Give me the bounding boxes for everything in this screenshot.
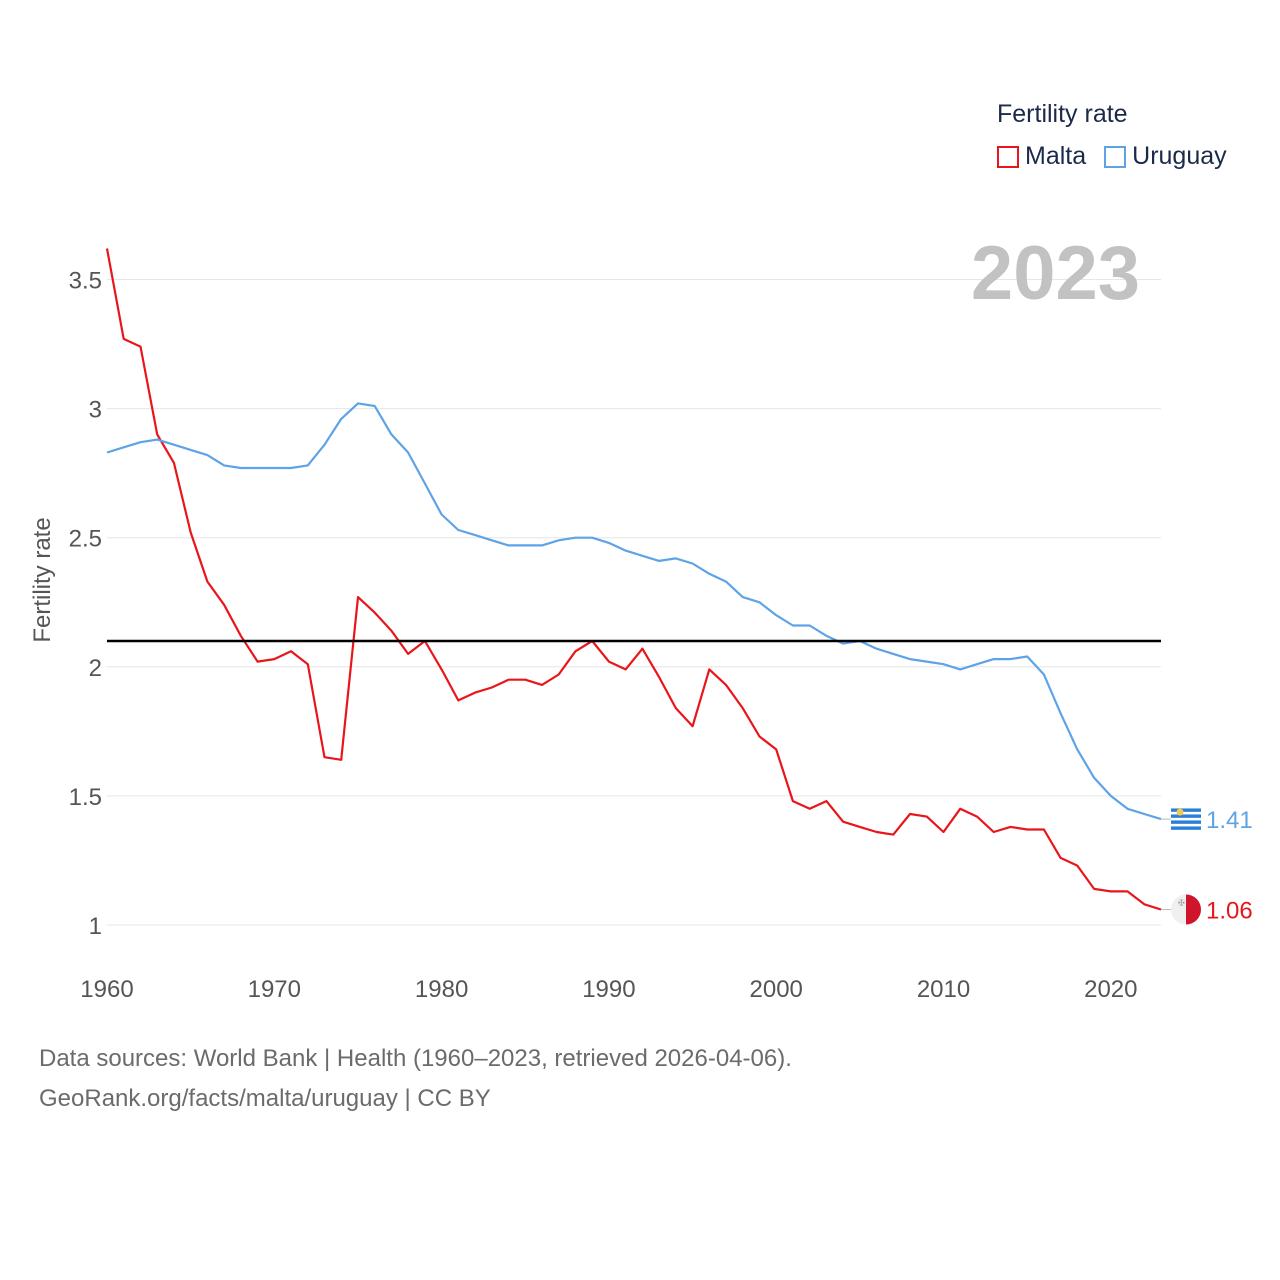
y-tick-label: 1 xyxy=(89,913,102,940)
year-watermark: 2023 xyxy=(971,231,1140,316)
flag-stripe xyxy=(1171,820,1201,824)
series-lines xyxy=(105,248,1162,911)
x-tick-label: 2010 xyxy=(917,976,970,1003)
x-tick-label: 2000 xyxy=(750,976,803,1003)
y-tick-label: 1.5 xyxy=(69,784,102,811)
flag-stripe xyxy=(1171,826,1201,830)
x-tick-label: 1970 xyxy=(248,976,301,1003)
malta-flag-icon: ✠ 1.06 xyxy=(1161,894,1253,925)
source-url-text[interactable]: GeoRank.org/facts/malta/uruguay | CC BY xyxy=(39,1085,491,1112)
legend: Malta Uruguay xyxy=(997,142,1245,171)
series-line-uruguay xyxy=(106,402,1162,821)
data-source-text: Data sources: World Bank | Health (1960–… xyxy=(39,1045,792,1072)
legend-title: Fertility rate xyxy=(997,100,1128,128)
flag-stripe xyxy=(1171,808,1201,812)
y-axis-ticks: 1 1.5 2 2.5 3 3.5 xyxy=(69,268,102,941)
legend-swatch-malta xyxy=(997,145,1019,168)
x-tick-label: 1980 xyxy=(415,976,468,1003)
y-tick-label: 3 xyxy=(89,397,102,424)
end-value-label: 1.41 xyxy=(1206,807,1253,834)
grid-lines xyxy=(107,279,1161,926)
x-tick-label: 2020 xyxy=(1084,976,1137,1003)
legend-label-uruguay: Uruguay xyxy=(1132,142,1227,170)
x-tick-label: 1990 xyxy=(582,976,635,1003)
end-value-label: 1.06 xyxy=(1206,898,1253,925)
flag-stripe xyxy=(1171,814,1201,818)
y-tick-label: 3.5 xyxy=(69,268,102,295)
flag-red-half xyxy=(1186,894,1202,925)
legend-item-uruguay[interactable]: Uruguay xyxy=(1104,142,1227,171)
series-line-malta xyxy=(105,248,1162,911)
legend-swatch-uruguay xyxy=(1104,145,1127,168)
y-tick-label: 2 xyxy=(89,655,102,682)
x-tick-label: 1960 xyxy=(80,976,133,1003)
uruguay-flag-icon: 1.41 xyxy=(1161,804,1253,835)
x-axis-ticks: 1960 1970 1980 1990 2000 2010 2020 xyxy=(80,976,1137,1003)
flag-sun xyxy=(1176,808,1184,816)
y-axis-label: Fertility rate xyxy=(29,517,56,642)
y-tick-label: 2.5 xyxy=(69,526,102,553)
legend-item-malta[interactable]: Malta xyxy=(997,142,1086,171)
flag-cross: ✠ xyxy=(1178,899,1185,908)
legend-label-malta: Malta xyxy=(1025,142,1087,170)
end-markers: ✠ 1.06 1.41 xyxy=(1161,804,1253,925)
